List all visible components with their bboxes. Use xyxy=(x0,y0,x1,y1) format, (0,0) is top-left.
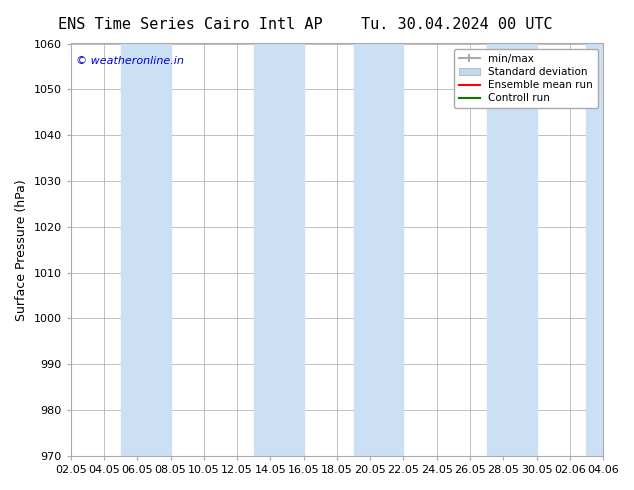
Bar xyxy=(487,44,536,456)
Bar xyxy=(586,44,620,456)
Legend: min/max, Standard deviation, Ensemble mean run, Controll run: min/max, Standard deviation, Ensemble me… xyxy=(453,49,598,108)
Bar xyxy=(354,44,403,456)
Bar xyxy=(120,44,171,456)
Text: Tu. 30.04.2024 00 UTC: Tu. 30.04.2024 00 UTC xyxy=(361,17,552,32)
Text: © weatheronline.in: © weatheronline.in xyxy=(76,56,184,66)
Bar xyxy=(254,44,304,456)
Text: ENS Time Series Cairo Intl AP: ENS Time Series Cairo Intl AP xyxy=(58,17,323,32)
Y-axis label: Surface Pressure (hPa): Surface Pressure (hPa) xyxy=(15,179,28,320)
